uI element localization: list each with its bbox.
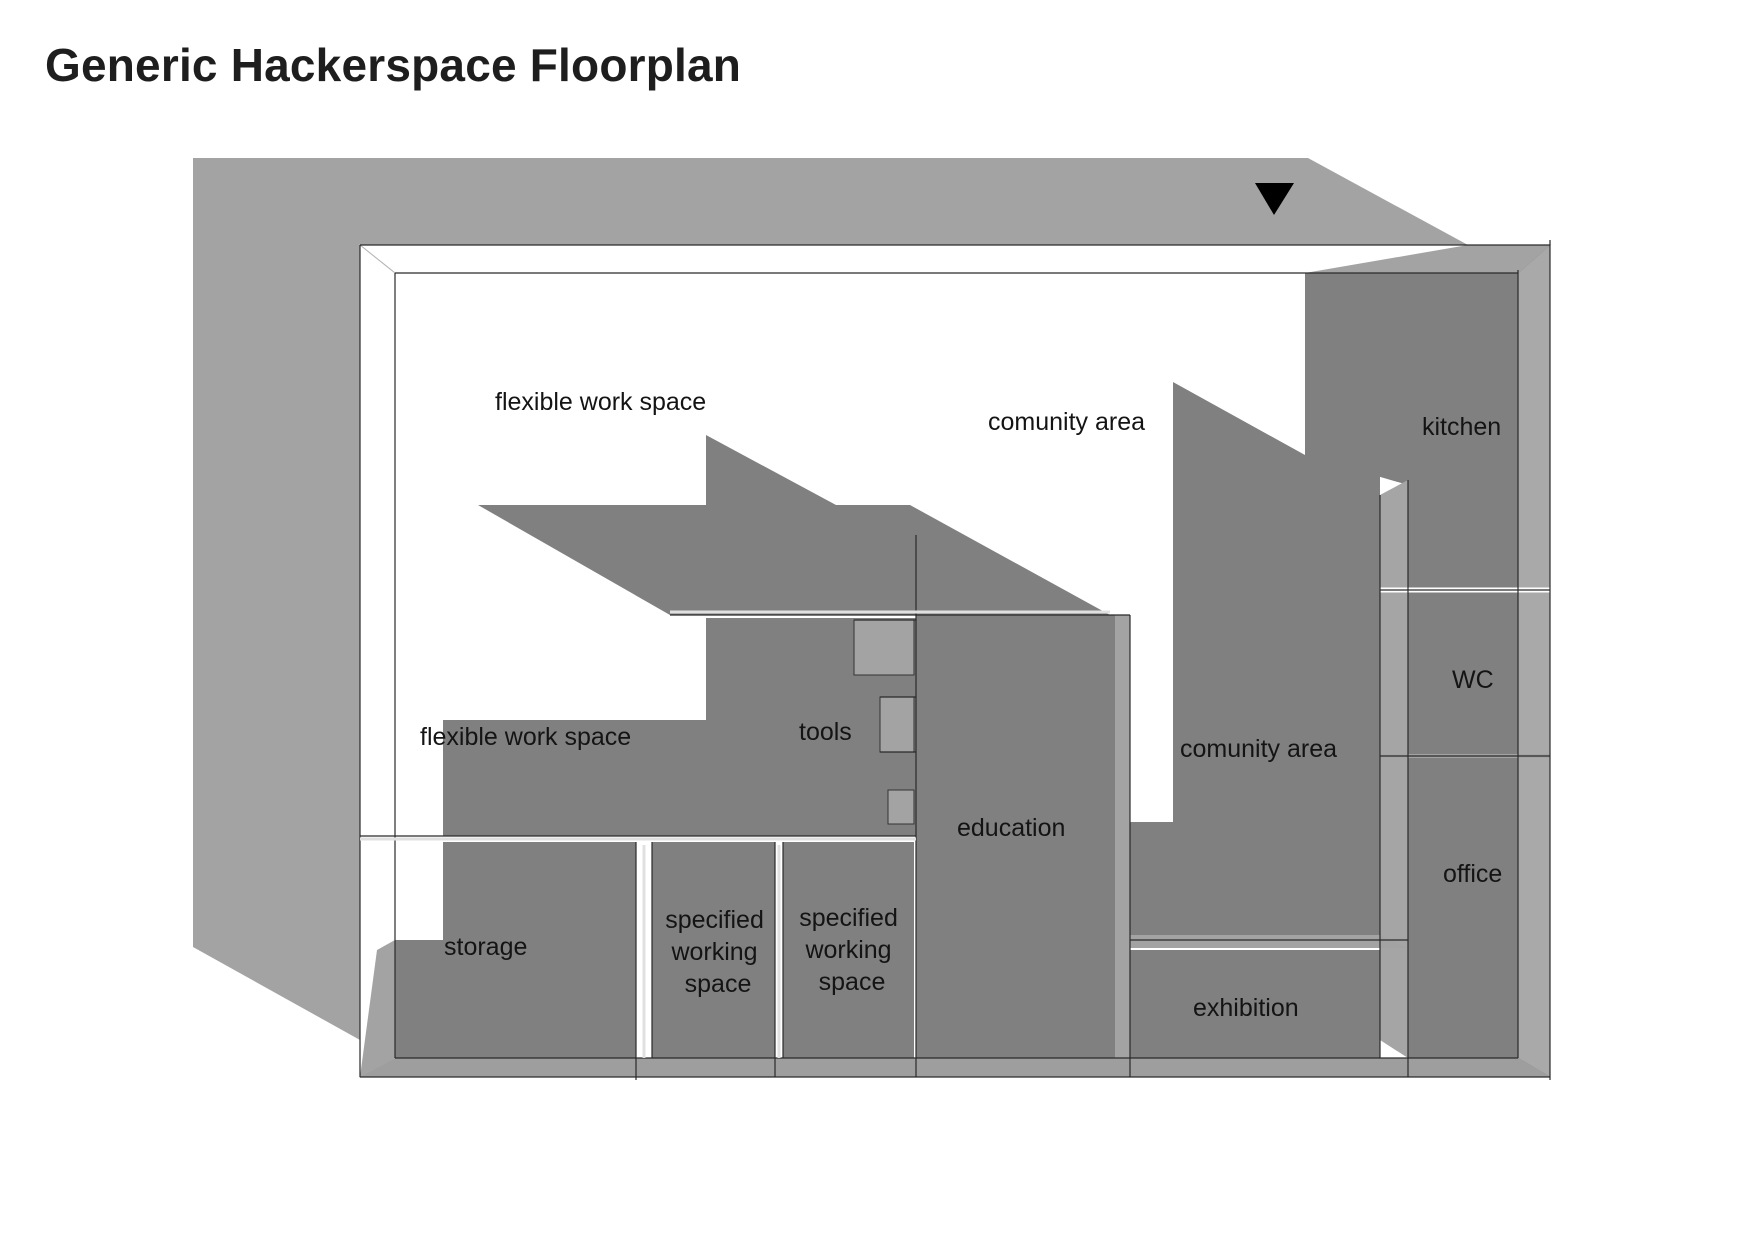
wall-right	[1517, 243, 1551, 1078]
room-comunity-area	[1130, 273, 1380, 940]
room-storage	[395, 842, 636, 1058]
label-office: office	[1443, 860, 1502, 888]
label-specified-working-space-1: specified working space	[665, 906, 771, 998]
wall-right-inner	[1380, 480, 1408, 1058]
room-flexible-work-space-top	[478, 435, 1110, 615]
page-title: Generic Hackerspace Floorplan	[45, 39, 742, 91]
entrance-triangle-icon	[1255, 183, 1294, 215]
label-comunity-area-top: comunity area	[988, 408, 1145, 436]
label-comunity-area-right: comunity area	[1180, 735, 1337, 763]
label-exhibition: exhibition	[1193, 994, 1299, 1022]
tools-cabinet-1	[853, 619, 915, 676]
room-specified-1	[652, 842, 775, 1058]
sketch-lines	[359, 240, 1551, 1080]
label-specified-working-space-2: specified working space	[799, 904, 905, 996]
wall-bottom	[360, 1058, 1550, 1077]
room-tools-flex	[443, 618, 916, 836]
tools-cabinet-2	[879, 696, 915, 753]
wall-top-right-slant	[1305, 245, 1550, 273]
label-kitchen: kitchen	[1422, 413, 1501, 441]
tools-cabinet-3	[887, 789, 915, 825]
label-flexible-work-space-top: flexible work space	[495, 388, 706, 416]
label-flexible-work-space-left: flexible work space	[420, 723, 631, 751]
label-storage: storage	[444, 933, 527, 961]
wall-exhibition-top	[1120, 935, 1408, 948]
room-specified-2	[783, 842, 914, 1058]
wall-left-bottom-slant	[360, 940, 395, 1077]
wall-community-left	[1115, 615, 1130, 1058]
label-tools: tools	[799, 718, 852, 746]
highlight-lines	[360, 610, 1110, 1058]
room-exhibition	[1130, 950, 1380, 1058]
label-education: education	[957, 814, 1065, 842]
room-education	[916, 615, 1115, 1058]
label-wc: WC	[1452, 666, 1494, 694]
